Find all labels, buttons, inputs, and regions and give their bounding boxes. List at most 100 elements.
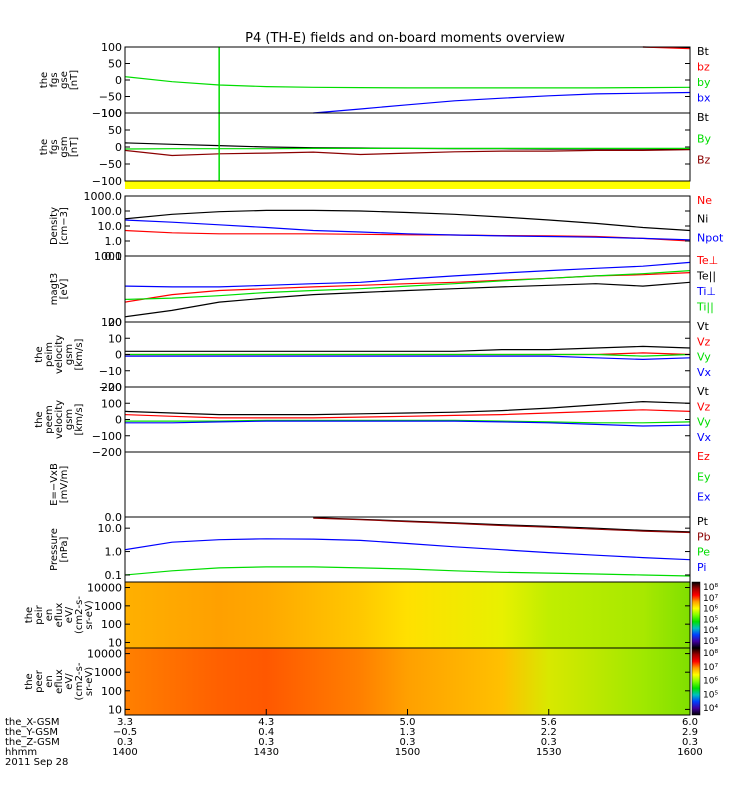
x-row-value: 1600 [677, 747, 702, 758]
colorbar-label: 10⁷ [703, 663, 718, 673]
y-axis-label: [eV] [59, 279, 70, 300]
legend-label: Vy [697, 416, 711, 429]
panel-frame [124, 255, 691, 323]
y-axis-label: eflux [54, 669, 65, 694]
y-axis-label: peim [44, 342, 55, 367]
y-axis-label: peem [44, 405, 55, 433]
y-tick-label: 10000 [87, 582, 122, 595]
panel-pressure: 10.0 1.0 0.1 Pressure [nPa] Pt Pb Pe Pi [49, 515, 711, 583]
series-Bz-line [124, 149, 691, 157]
spectrogram [125, 648, 690, 715]
y-axis-label: (cm2-s- [74, 596, 85, 634]
y-tick-label: −50 [99, 91, 122, 104]
y-tick-label: 200 [101, 381, 122, 394]
y-tick-label: 100 [101, 618, 122, 631]
legend-label: bx [697, 92, 711, 105]
panel-frame [124, 46, 691, 114]
y-axis-label: Pressure [49, 528, 60, 571]
series-By-line [124, 147, 690, 150]
y-axis-label: [cm−3] [59, 207, 70, 245]
panel-peer-eflux: 10⁸ 10⁷ 10⁶ 10⁵ 10⁴ 10000 1000 100 10 the peer en ef… [24, 647, 718, 716]
y-axis-label: [nPa] [59, 536, 70, 562]
legend-label: Ti⊥ [696, 285, 716, 298]
y-axis-label: (cm2-s- [74, 662, 85, 700]
colorbar-label: 10⁴ [703, 704, 718, 714]
x-row-label: the_Z-GSM [5, 737, 60, 748]
y-axis-label: [nT] [69, 70, 80, 90]
date-label: 2011 Sep 28 [5, 757, 68, 768]
y-tick-label: 10 [108, 703, 122, 716]
x-row-label: the_X-GSM [5, 717, 59, 728]
x-row-value: 3.3 [117, 717, 133, 728]
y-tick-label: 1000 [94, 666, 122, 679]
y-axis-label: [km/s] [74, 338, 85, 370]
spectrogram [125, 582, 690, 648]
y-axis-label: gse [59, 71, 70, 89]
colorbar-scale [691, 647, 701, 716]
legend-label: Vy [697, 351, 711, 364]
y-axis-label: eflux [54, 603, 65, 628]
x-row-value: 0.4 [258, 727, 274, 738]
panel-frame [124, 195, 691, 257]
y-tick-label: 0 [115, 349, 122, 362]
series-Te-line [124, 281, 691, 318]
legend-label: Vt [697, 385, 710, 398]
panel-frame [124, 386, 691, 453]
y-tick-label: 10 [108, 636, 122, 649]
panel-density: 1000.0 100.0 10.0 1.0 0.1 Density [cm−3] Ne Ni Np… [49, 190, 724, 263]
x-row-value: 0.3 [258, 737, 274, 748]
series-by-line [124, 76, 691, 89]
legend-label: bz [697, 61, 710, 74]
y-axis-label: peir [34, 604, 45, 624]
y-axis-label: en [44, 609, 55, 622]
legend-label: Ey [697, 470, 711, 483]
y-tick-label: 1000.0 [84, 190, 123, 203]
y-tick-label: 0 [115, 141, 122, 154]
y-tick-label: −50 [99, 158, 122, 171]
x-row-value: 1.3 [400, 727, 416, 738]
legend-label: Ni [697, 213, 708, 226]
y-tick-label: 1.0 [105, 546, 123, 559]
y-tick-label: 100 [101, 107, 122, 120]
series-Pi-line [124, 538, 691, 561]
x-row-value: 1500 [395, 747, 420, 758]
legend-label: Ne [697, 194, 712, 207]
y-axis-label: velocity [54, 400, 65, 439]
legend-label: Bt [697, 111, 710, 124]
legend-label: Pt [697, 515, 709, 528]
y-axis-label: en [44, 675, 55, 688]
y-axis-label: Density [49, 207, 60, 245]
series-Vx-line [125, 420, 691, 427]
colorbar-label: 10⁶ [703, 677, 718, 687]
y-tick-label: 100.0 [91, 205, 123, 218]
y-tick-label: 100 [101, 41, 122, 54]
y-axis-label: the [34, 411, 45, 427]
figure-title: P4 (TH-E) fields and on-board moments ov… [245, 31, 565, 46]
legend-label: Te|| [696, 270, 716, 283]
y-tick-label: −100 [92, 175, 122, 188]
y-axis-label: sr-eV) [84, 667, 95, 696]
y-tick-label: −100 [92, 107, 122, 120]
y-tick-label: 0.1 [105, 250, 123, 263]
legend-label: Ex [697, 491, 711, 504]
y-tick-label: 10000 [87, 648, 122, 661]
x-row-value: 0.3 [682, 737, 698, 748]
legend-label: By [697, 132, 712, 145]
y-axis-label: the [39, 139, 50, 155]
panel-temperature: 1000 100 magt3 [eV] Te⊥ Te|| Ti⊥ Ti|| [49, 250, 718, 329]
series-Pe-line [124, 566, 691, 577]
y-tick-label: −200 [92, 446, 122, 459]
flag-bar [125, 181, 690, 189]
series-Vt-line [125, 345, 691, 352]
series-Vz-line [124, 409, 691, 419]
legend-label: Pi [697, 561, 706, 574]
legend-label: Vt [697, 320, 710, 333]
colorbar: 10⁸ 10⁷ 10⁶ 10⁵ 10⁴ [691, 647, 718, 716]
y-axis-label: velocity [54, 335, 65, 374]
legend-label: Bt [697, 45, 710, 58]
y-axis-label: fgs [49, 139, 60, 154]
x-row-value: 0.3 [400, 737, 416, 748]
y-tick-label: 0 [115, 74, 122, 87]
